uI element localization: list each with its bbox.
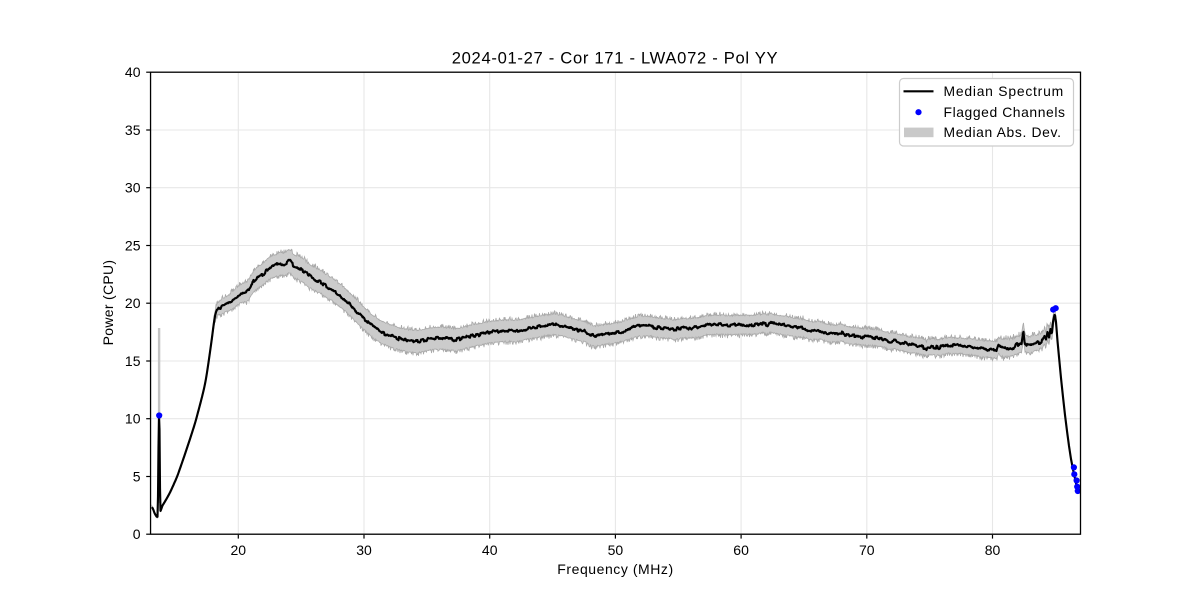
- svg-text:5: 5: [133, 469, 141, 485]
- svg-text:40: 40: [125, 64, 141, 80]
- svg-text:Median Abs. Dev.: Median Abs. Dev.: [944, 124, 1062, 140]
- svg-text:30: 30: [125, 180, 141, 196]
- svg-text:20: 20: [125, 295, 141, 311]
- svg-text:80: 80: [985, 542, 1001, 558]
- svg-text:35: 35: [125, 122, 141, 138]
- svg-text:15: 15: [125, 353, 141, 369]
- svg-text:30: 30: [356, 542, 372, 558]
- svg-text:20: 20: [231, 542, 247, 558]
- svg-text:10: 10: [125, 411, 141, 427]
- svg-text:50: 50: [608, 542, 624, 558]
- svg-text:Frequency (MHz): Frequency (MHz): [557, 561, 673, 577]
- svg-text:40: 40: [482, 542, 498, 558]
- svg-text:2024-01-27 - Cor 171 - LWA072: 2024-01-27 - Cor 171 - LWA072 - Pol YY: [452, 49, 779, 68]
- svg-text:Flagged Channels: Flagged Channels: [944, 104, 1066, 120]
- svg-text:25: 25: [125, 238, 141, 254]
- svg-text:0: 0: [133, 526, 141, 542]
- svg-text:Median Spectrum: Median Spectrum: [944, 83, 1064, 99]
- svg-text:Power (CPU): Power (CPU): [100, 260, 116, 346]
- svg-text:70: 70: [859, 542, 875, 558]
- svg-text:60: 60: [733, 542, 749, 558]
